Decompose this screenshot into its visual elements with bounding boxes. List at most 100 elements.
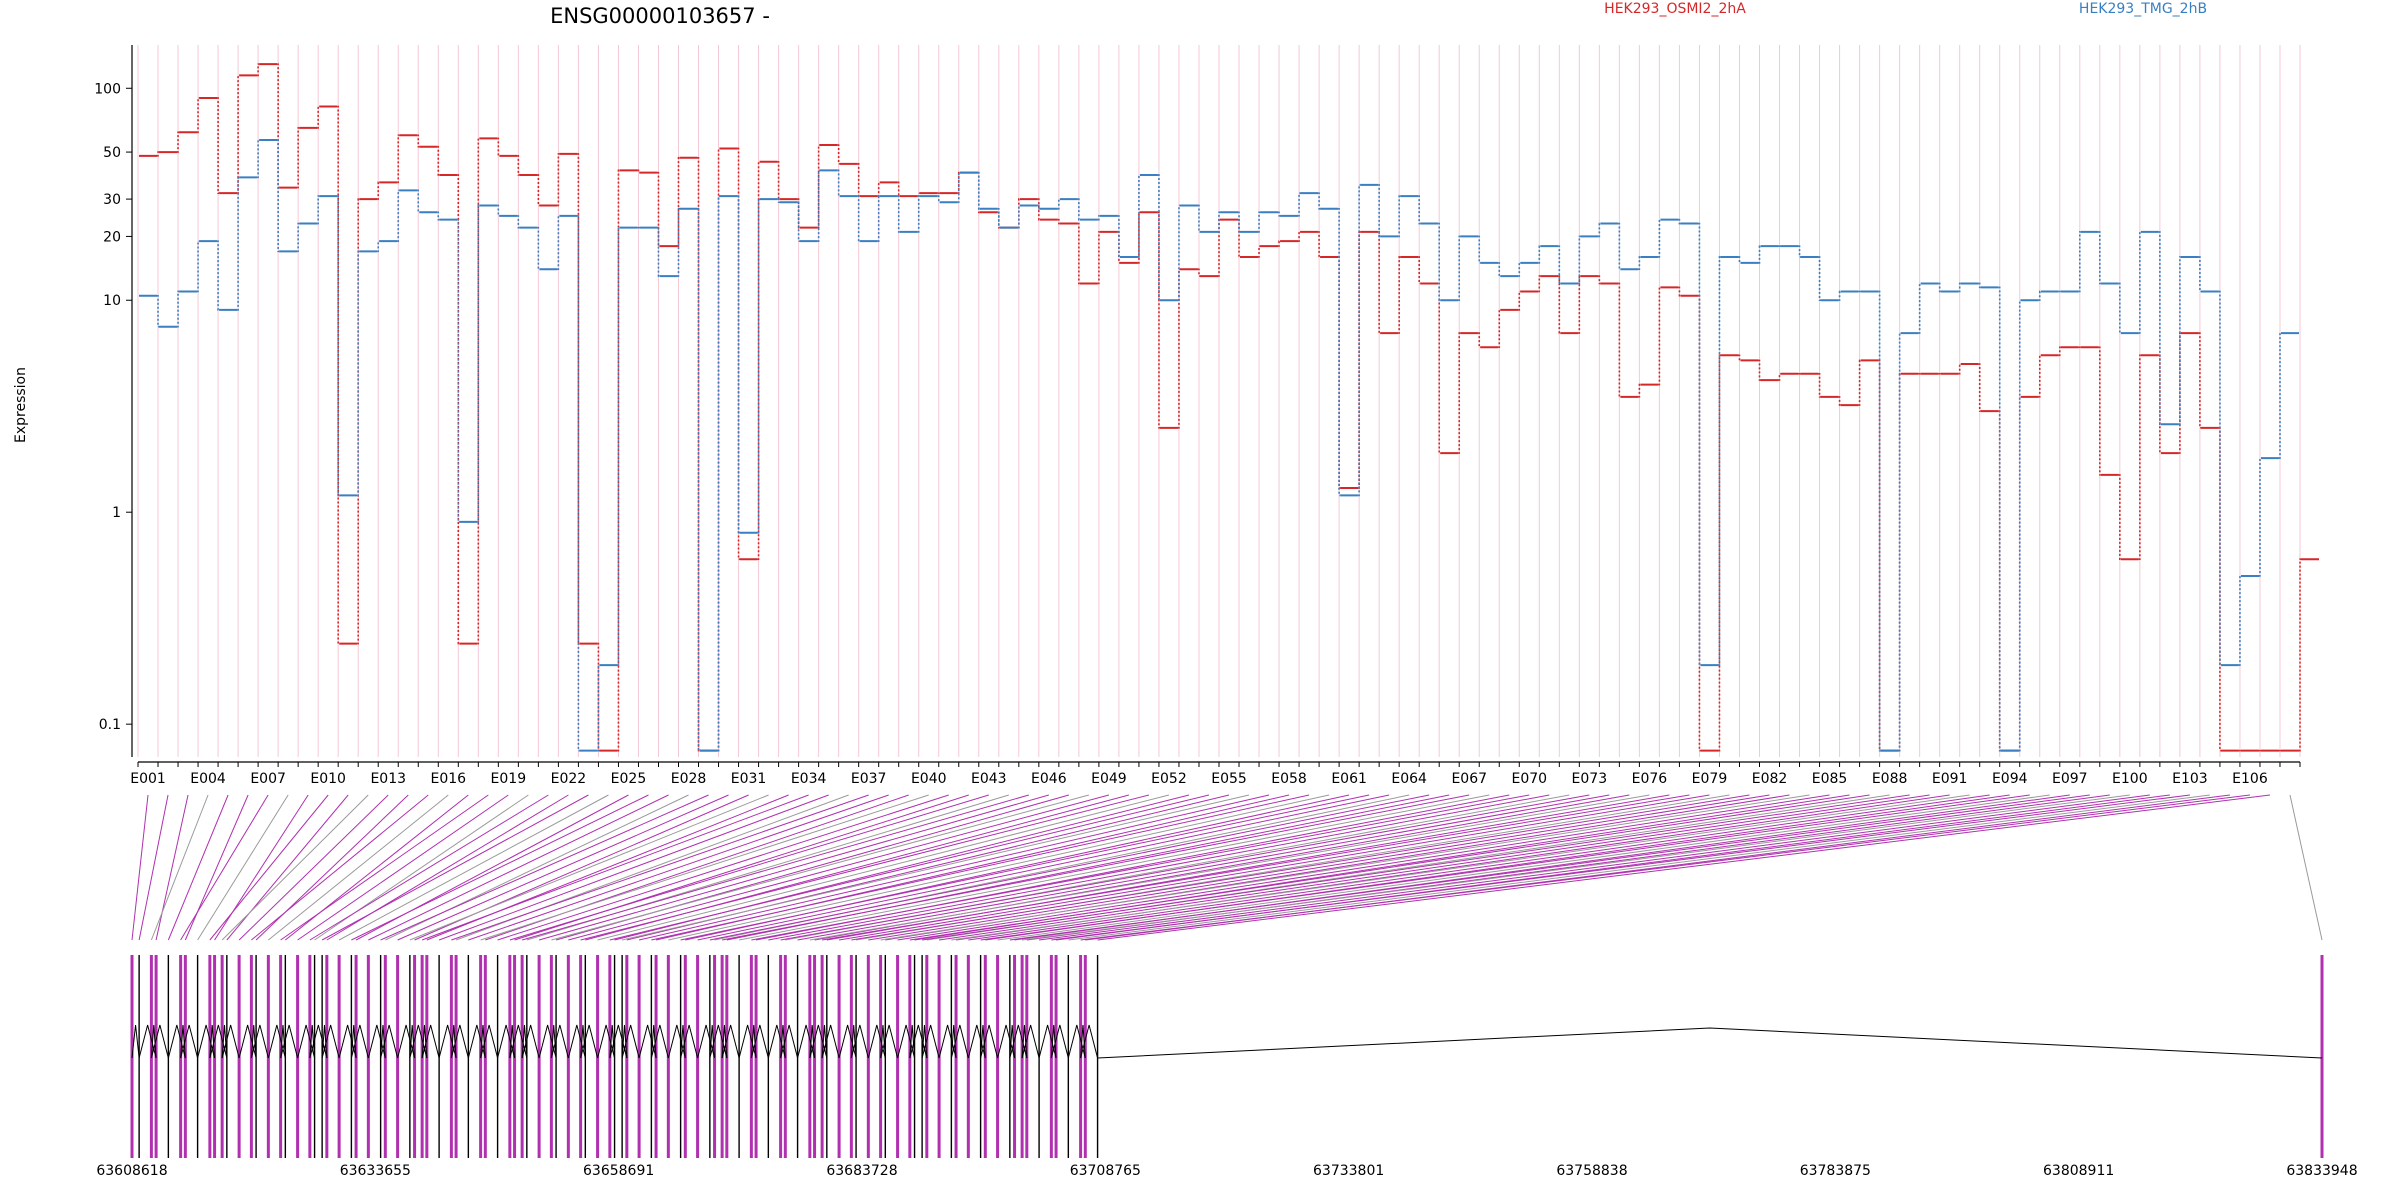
x-tick-label: E091 — [1932, 771, 1968, 787]
intron-line — [667, 1024, 686, 1059]
series-osmi2 — [139, 63, 2320, 752]
intron-line — [721, 1024, 740, 1059]
series-step — [817, 169, 820, 242]
exon-connector — [368, 794, 669, 941]
series-step — [1398, 195, 1401, 238]
genome-tick-label: 63608618 — [96, 1163, 167, 1179]
series-step — [977, 171, 980, 210]
exon-connector — [451, 794, 869, 941]
series-step — [1318, 231, 1321, 258]
x-tick-label: E094 — [1992, 771, 2028, 787]
intron-line — [880, 1024, 886, 1059]
series-step — [1578, 275, 1581, 334]
x-tick-label: E106 — [2232, 771, 2268, 787]
exon-connector — [150, 794, 209, 941]
series-step — [1658, 286, 1661, 386]
series-step — [1157, 211, 1160, 429]
x-tick-label: E031 — [731, 771, 767, 787]
series-step — [677, 207, 680, 277]
series-step — [2118, 282, 2121, 334]
series-step — [2118, 474, 2121, 561]
series-step — [777, 198, 780, 204]
intron-line — [250, 1024, 257, 1059]
exon-connector — [739, 794, 1490, 941]
series-step — [1037, 204, 1040, 210]
series-step — [617, 169, 620, 752]
series-step — [1097, 215, 1100, 221]
legend-entry-tmg: HEK293_TMG_2hB — [2079, 1, 2207, 17]
series-step — [1838, 396, 1841, 406]
intron-line — [567, 1024, 586, 1059]
intron-line — [609, 1024, 616, 1059]
intron-line — [180, 1024, 186, 1059]
genome-tick-label: 63758838 — [1556, 1163, 1627, 1179]
x-tick-label: E046 — [1031, 771, 1067, 787]
series-step — [597, 664, 600, 752]
series-step — [1177, 268, 1180, 429]
series-step — [2098, 231, 2101, 285]
intron-line — [638, 1024, 657, 1059]
series-step — [1938, 282, 1941, 293]
series-step — [157, 294, 160, 328]
series-step — [1898, 332, 1901, 752]
series-step — [2178, 256, 2181, 426]
series-step — [477, 204, 480, 523]
series-step — [1978, 282, 1981, 289]
x-tick-label: E085 — [1812, 771, 1848, 787]
exon-connector — [697, 794, 1390, 941]
series-step — [557, 215, 560, 271]
exon-connector — [138, 794, 169, 941]
series-step — [2138, 354, 2141, 561]
exon-connector — [521, 794, 1029, 941]
genome-tick-label: 63658691 — [583, 1163, 654, 1179]
series-step — [217, 97, 220, 194]
series-step — [697, 207, 700, 752]
intron-line — [1009, 1024, 1016, 1059]
intron-line — [850, 1024, 857, 1059]
exon-connector — [638, 794, 1270, 941]
intron-line — [621, 1024, 640, 1059]
intron-line — [238, 1024, 257, 1059]
exon-connector — [780, 794, 1590, 941]
intron-line — [338, 1024, 357, 1059]
x-tick-label: E100 — [2112, 771, 2148, 787]
intron-line — [580, 1024, 599, 1059]
intron-line — [409, 1024, 428, 1059]
exon-connector — [421, 794, 809, 941]
series-step — [517, 215, 520, 229]
series-step — [337, 195, 340, 497]
intron-line — [380, 1024, 399, 1059]
series-step — [1238, 211, 1241, 233]
genome-tick-label: 63808911 — [2043, 1163, 2114, 1179]
intron-line — [297, 1024, 316, 1059]
intron-line — [480, 1024, 486, 1059]
y-tick-label: 100 — [94, 81, 121, 97]
intron-line — [709, 1024, 716, 1059]
exon-connector — [839, 794, 1710, 941]
series-step — [917, 195, 920, 233]
x-tick-label: E064 — [1391, 771, 1427, 787]
intron-line — [509, 1024, 516, 1059]
series-step — [1318, 192, 1321, 210]
series-step — [657, 226, 660, 277]
series-step — [1518, 262, 1521, 277]
series-step — [1278, 211, 1281, 217]
exon-connector — [722, 794, 1470, 941]
series-layer — [139, 63, 2320, 752]
series-step — [1117, 215, 1120, 258]
intron-line — [209, 1024, 216, 1059]
series-step — [757, 160, 760, 561]
intron-line — [1021, 1024, 1028, 1059]
intron-line — [221, 1024, 228, 1059]
x-tick-label: E073 — [1572, 771, 1608, 787]
series-step — [837, 144, 840, 165]
intron-line — [921, 1024, 940, 1059]
x-tick-label: E070 — [1511, 771, 1547, 787]
y-tick-label: 10 — [103, 293, 121, 309]
intron-line — [850, 1024, 869, 1059]
exon-connector — [197, 794, 289, 941]
series-step — [377, 181, 380, 200]
x-tick-label: E076 — [1632, 771, 1668, 787]
series-step — [797, 198, 800, 229]
intron-line — [809, 1024, 828, 1059]
